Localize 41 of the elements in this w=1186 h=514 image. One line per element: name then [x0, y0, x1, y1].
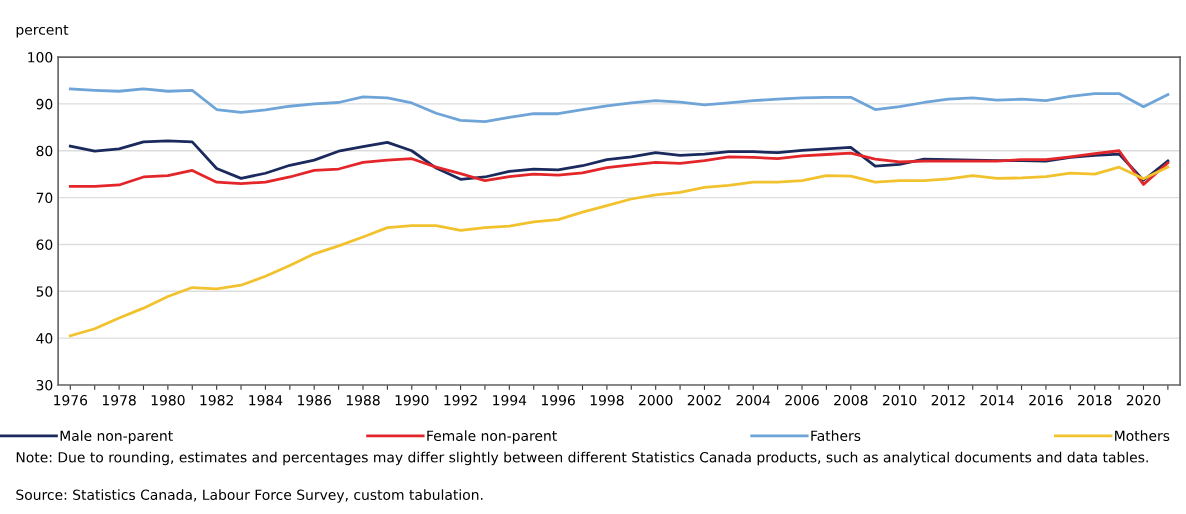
line-series: [68, 87, 1170, 124]
x-tick-label: 2002: [687, 394, 721, 406]
y-tick-label: 50: [36, 286, 53, 297]
line-series: [68, 165, 1170, 338]
x-tick-label: 2018: [1078, 394, 1112, 406]
x-tick-label: 2008: [834, 394, 868, 406]
y-tick-label: 60: [36, 239, 53, 250]
legend-label: Male non-parent: [60, 430, 173, 444]
y-tick-label: 40: [36, 333, 53, 344]
x-tick-label: 2006: [785, 394, 819, 406]
legend-label: Fathers: [811, 430, 861, 442]
source-note: Source: Statistics Canada, Labour Force Survey, custom tabulation.: [16, 489, 483, 503]
text: Note: Due to rounding, estimates and percentages may differ slightly between different Statistics Canada products, such as analytical documents and data tables.: [16, 451, 1148, 466]
x-tick-label: 1988: [346, 394, 380, 406]
line-series: [68, 149, 1170, 188]
x-tick-label: 1980: [151, 394, 185, 406]
legend-label: Female non-parent: [427, 430, 557, 444]
x-tick-label: 1978: [102, 394, 136, 406]
x-tick-label: 2020: [1126, 394, 1161, 406]
x-tick-label: 2004: [736, 394, 771, 406]
x-tick-label: 2014: [980, 394, 1015, 406]
y-tick-label: 30: [36, 379, 53, 391]
x-tick-label: 1998: [590, 394, 624, 406]
y-tick-label: 80: [36, 145, 53, 157]
y-tick-label: 90: [36, 98, 53, 110]
x-tick-label: 2000: [639, 394, 673, 406]
x-tick-label: 2016: [1029, 394, 1063, 406]
x-tick-label: 1986: [298, 394, 332, 406]
x-tick-label: 2012: [931, 394, 965, 406]
y-tick-label: 100: [28, 52, 53, 63]
x-tick-label: 1992: [444, 394, 477, 406]
x-tick-label: 1982: [200, 394, 233, 406]
y-tick-label: 70: [36, 192, 53, 204]
y-axis-title: percent: [16, 24, 69, 38]
legend-label: Mothers: [1115, 430, 1170, 442]
x-tick-label: 1994: [493, 394, 527, 406]
x-tick-label: 1984: [249, 394, 283, 406]
x-tick-label: 2010: [882, 394, 917, 406]
x-tick-label: 1976: [54, 394, 88, 406]
x-tick-label: 1996: [541, 394, 575, 406]
x-tick-label: 1990: [395, 394, 429, 406]
